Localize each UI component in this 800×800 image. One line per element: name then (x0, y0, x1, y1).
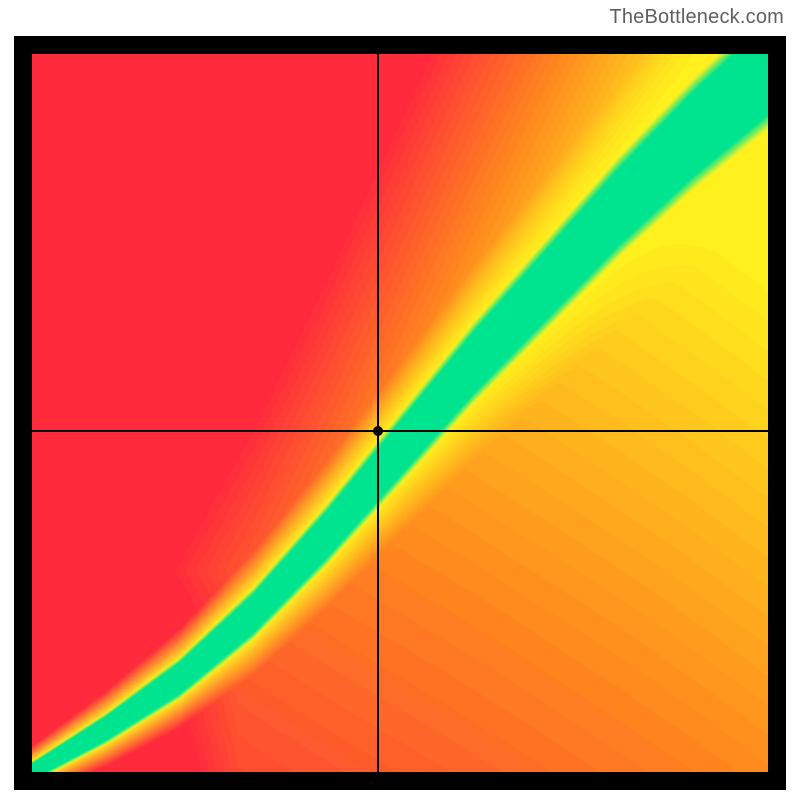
crosshair-marker (373, 426, 383, 436)
watermark-text: TheBottleneck.com (609, 6, 784, 29)
heatmap-canvas (32, 54, 768, 772)
crosshair-horizontal (32, 430, 768, 431)
crosshair-vertical (377, 54, 378, 772)
heatmap-plot (32, 54, 768, 772)
chart-container: TheBottleneck.com (0, 0, 800, 800)
plot-outer-frame (14, 36, 786, 790)
